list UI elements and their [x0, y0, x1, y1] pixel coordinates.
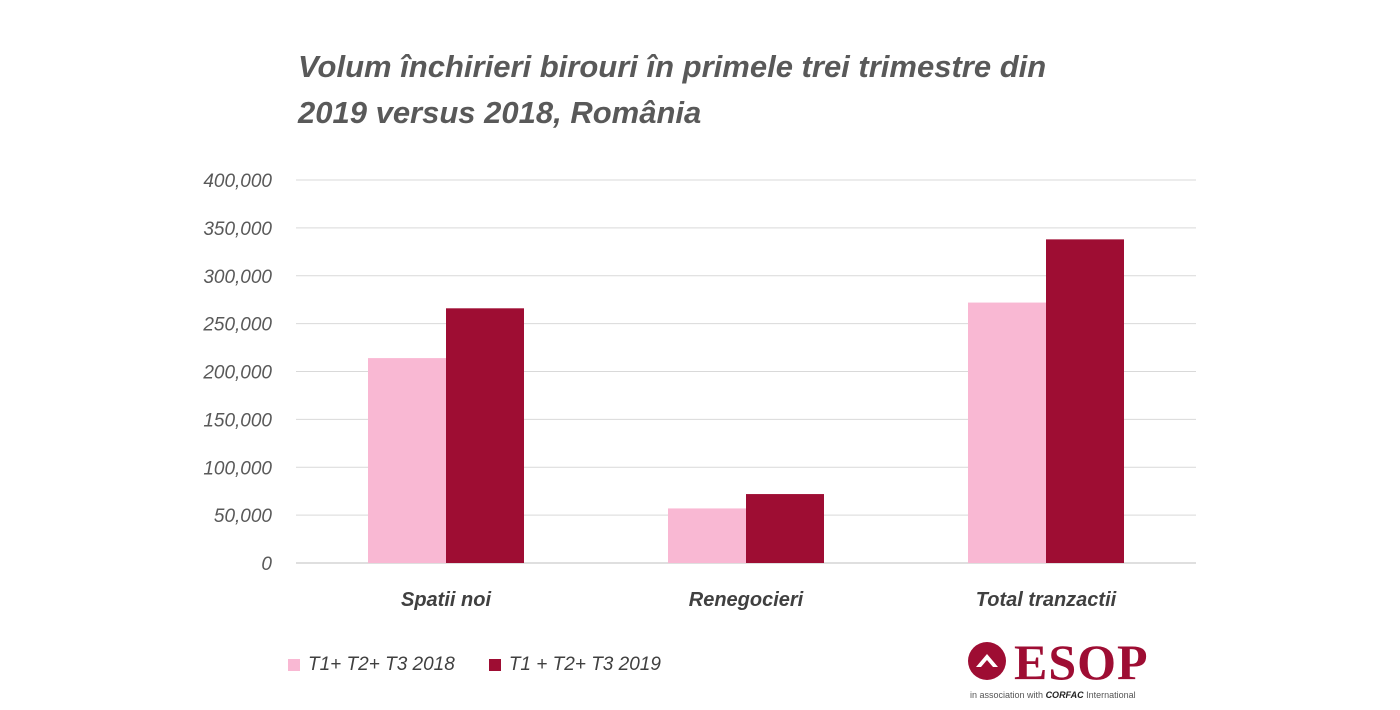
esop-logo-tagline: in association with CORFAC International: [970, 690, 1136, 700]
y-tick-label: 200,000: [202, 363, 272, 384]
legend: T1+ T2+ T3 2018 T1 + T2+ T3 2019: [288, 654, 695, 676]
y-tick-label: 400,000: [203, 171, 272, 192]
bar-2018: [668, 508, 746, 563]
bar-2018: [368, 358, 446, 563]
x-category-label: Renegocieri: [689, 589, 804, 611]
y-tick-label: 50,000: [214, 506, 273, 527]
bar-2019: [446, 308, 524, 563]
legend-item-2018: T1+ T2+ T3 2018: [288, 654, 455, 676]
chart-title-line-1: Volum închirieri birouri în primele trei…: [298, 49, 1047, 84]
legend-label-2018: T1+ T2+ T3 2018: [308, 654, 455, 675]
legend-swatch-2018: [288, 659, 300, 671]
legend-swatch-2019: [488, 659, 501, 671]
y-tick-label: 0: [261, 554, 272, 575]
legend-label-2019: T1 + T2+ T3 2019: [508, 654, 661, 675]
y-tick-label: 250,000: [202, 315, 272, 336]
y-tick-label: 300,000: [203, 267, 272, 288]
chart-title-line-2: 2019 versus 2018, România: [298, 95, 702, 130]
y-tick-label: 150,000: [203, 410, 272, 431]
legend-item-2019: T1 + T2+ T3 2019: [488, 654, 661, 676]
y-tick-label: 350,000: [203, 219, 272, 240]
esop-logo-mark-icon: [968, 642, 1006, 680]
x-category-label: Total tranzactii: [976, 589, 1117, 611]
chart-title: Volum închirieri birouri în primele trei…: [298, 44, 1198, 136]
bar-2018: [968, 302, 1046, 563]
esop-logo: ESOP in association with CORFAC Internat…: [968, 636, 1188, 706]
esop-logo-text: ESOP: [1014, 634, 1149, 690]
x-category-label: Spatii noi: [401, 589, 491, 611]
bar-2019: [1046, 239, 1124, 564]
y-tick-label: 100,000: [203, 458, 272, 479]
bar-2019: [746, 494, 824, 563]
bar-chart: 0 50,000 100,000 150,000 200,000 250,000 300,0…: [202, 171, 1196, 611]
